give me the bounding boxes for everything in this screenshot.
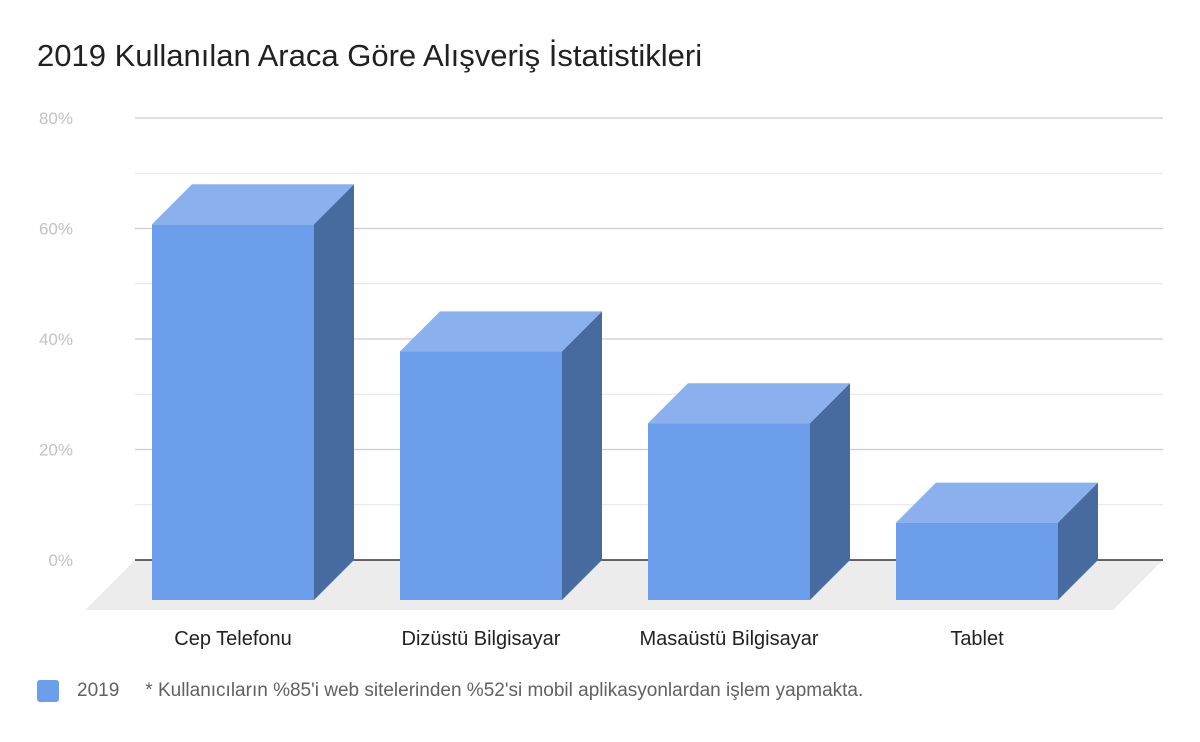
y-tick-label: 20%: [39, 441, 73, 460]
bar: [648, 383, 850, 600]
x-tick-label: Masaüstü Bilgisayar: [640, 628, 819, 650]
legend-label: 2019: [77, 680, 120, 701]
y-tick-label: 80%: [39, 109, 73, 128]
bar: [896, 482, 1098, 600]
bar-top: [400, 311, 602, 352]
bar-side: [562, 311, 602, 600]
bar: [400, 311, 602, 600]
chart-title: 2019 Kullanılan Araca Göre Alışveriş İst…: [37, 38, 703, 73]
legend-note: * Kullanıcıların %85'i web sitelerinden …: [145, 680, 864, 701]
y-tick-label: 40%: [39, 330, 73, 349]
y-tick-label: 60%: [39, 220, 73, 239]
bar-side: [314, 184, 354, 601]
bar-front: [400, 351, 562, 600]
legend-swatch: [37, 680, 59, 702]
bar-top: [152, 184, 354, 225]
bar-top: [648, 383, 850, 424]
x-tick-label: Tablet: [950, 628, 1004, 650]
bar-front: [896, 522, 1058, 600]
x-tick-label: Dizüstü Bilgisayar: [402, 628, 561, 650]
bar-side: [810, 383, 850, 600]
legend: 2019 * Kullanıcıların %85'i web siteleri…: [37, 678, 863, 704]
chart-floor: [85, 560, 1163, 610]
bar: [152, 184, 354, 601]
y-tick-label: 0%: [48, 551, 73, 570]
bar-front: [648, 423, 810, 600]
bar-side: [1058, 482, 1098, 600]
bar-front: [152, 224, 314, 601]
bar-top: [896, 482, 1098, 523]
x-tick-label: Cep Telefonu: [174, 628, 292, 650]
